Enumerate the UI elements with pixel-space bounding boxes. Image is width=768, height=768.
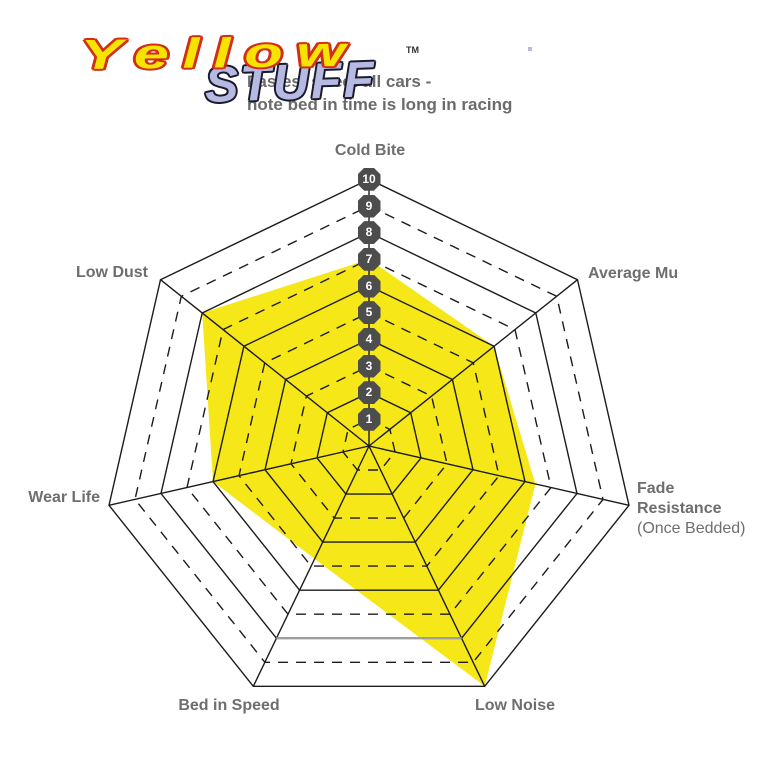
grid-ring-6 [212,285,526,591]
chart-subtitle-line1: Fastest street all cars - [247,72,432,91]
logo-accent-dot [528,47,532,51]
chart-subtitle-line2: note bed in time is long in racing [247,95,513,114]
scale-badge-5: 5 [357,301,381,325]
axis-spoke-1 [368,279,578,447]
axis-label-cold-bite: Cold Bite [334,142,406,159]
scale-badge-1: 1 [357,407,381,431]
axis-label-fade-line3: (Once Bedded) [637,520,746,537]
axis-spoke-3 [368,445,486,687]
chart-subtitle: Fastest street all cars - note bed in ti… [247,70,512,116]
scale-badge-9: 9 [357,194,381,218]
axis-label-bed-in-speed: Bed in Speed [178,697,280,714]
axis-label-low-dust: Low Dust [76,264,148,281]
grid-ring-2 [316,391,422,495]
axis-spoke-6 [160,279,370,447]
grid-ring-9 [134,205,604,663]
series-area-yellowstuff [202,259,536,687]
grid-ring-10 [108,178,630,687]
axis-label-fade-line2: Resistance [637,500,722,517]
grid-ring-1 [342,418,396,471]
trademark-symbol: TM [406,45,419,55]
scale-badge-4: 4 [357,327,381,351]
logo-yellow-text: Yellow [79,27,360,78]
scale-badge-3: 3 [357,354,381,378]
axis-spoke-4 [252,445,370,687]
scale-badge-2: 2 [357,381,381,405]
grid-ring-7 [186,258,552,615]
axis-label-fade-resistance: Fade Resistance (Once Bedded) [637,479,746,539]
scale-badge-7: 7 [357,247,381,271]
axis-label-low-noise: Low Noise [474,697,556,714]
axis-spoke-2 [368,445,630,506]
axis-label-average-mu: Average Mu [588,265,679,282]
grid-ring-4 [264,338,474,543]
scale-badge-10: 10 [357,167,381,191]
grid-ring-5 [238,311,500,567]
axis-label-fade-line1: Fade [637,480,675,497]
axis-label-wear-life: Wear Life [28,489,100,506]
scale-badge-8: 8 [357,221,381,245]
grid-ring-3 [290,365,448,519]
axis-spoke-5 [108,445,370,506]
scale-badge-6: 6 [357,274,381,298]
